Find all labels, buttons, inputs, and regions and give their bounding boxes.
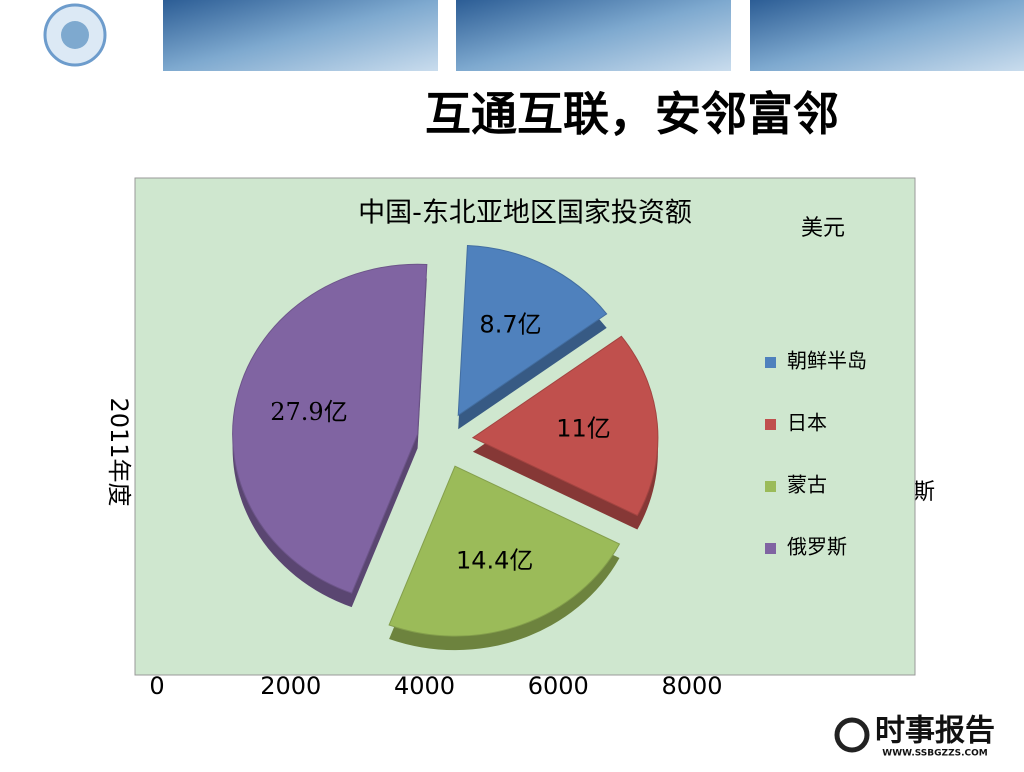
legend-swatch	[765, 481, 776, 492]
legend-label: 蒙古	[787, 473, 827, 497]
value-label: 8.7亿	[479, 310, 541, 338]
y-axis-label: 2011年度	[105, 397, 133, 506]
logo-url: WWW.SSBGZZS.COM	[882, 749, 987, 759]
slice	[232, 263, 428, 594]
slice	[388, 465, 621, 637]
unit-label: 美元	[801, 216, 845, 241]
logo: 时事报告 WWW.SSBGZZS.COM	[834, 714, 995, 759]
legend-swatch	[765, 543, 776, 554]
x-tick-label: 4000	[394, 672, 455, 700]
slice	[471, 335, 659, 517]
value-label: 14.4亿	[456, 546, 533, 574]
text-fragment: 斯	[913, 480, 935, 505]
x-tick-label: 6000	[528, 672, 589, 700]
slide-title: 互通互联，安邻富邻	[425, 87, 839, 141]
x-tick-label: 0	[149, 672, 164, 700]
x-tick-label: 2000	[260, 672, 321, 700]
chart-title: 中国-东北亚地区国家投资额	[358, 198, 692, 229]
legend-swatch	[765, 357, 776, 368]
header-banner	[43, 0, 1024, 71]
logo-name: 时事报告	[875, 714, 995, 749]
legend-label: 朝鲜半岛	[787, 349, 867, 373]
value-label: 11亿	[556, 414, 611, 442]
legend-label: 俄罗斯	[787, 535, 847, 559]
value-label: 27.9亿	[270, 398, 347, 426]
slice	[457, 244, 608, 417]
x-tick-label: 8000	[661, 672, 722, 700]
x-axis: 0 2000 4000 6000 8000	[149, 672, 722, 700]
legend-swatch	[765, 419, 776, 430]
legend-label: 日本	[787, 411, 827, 435]
